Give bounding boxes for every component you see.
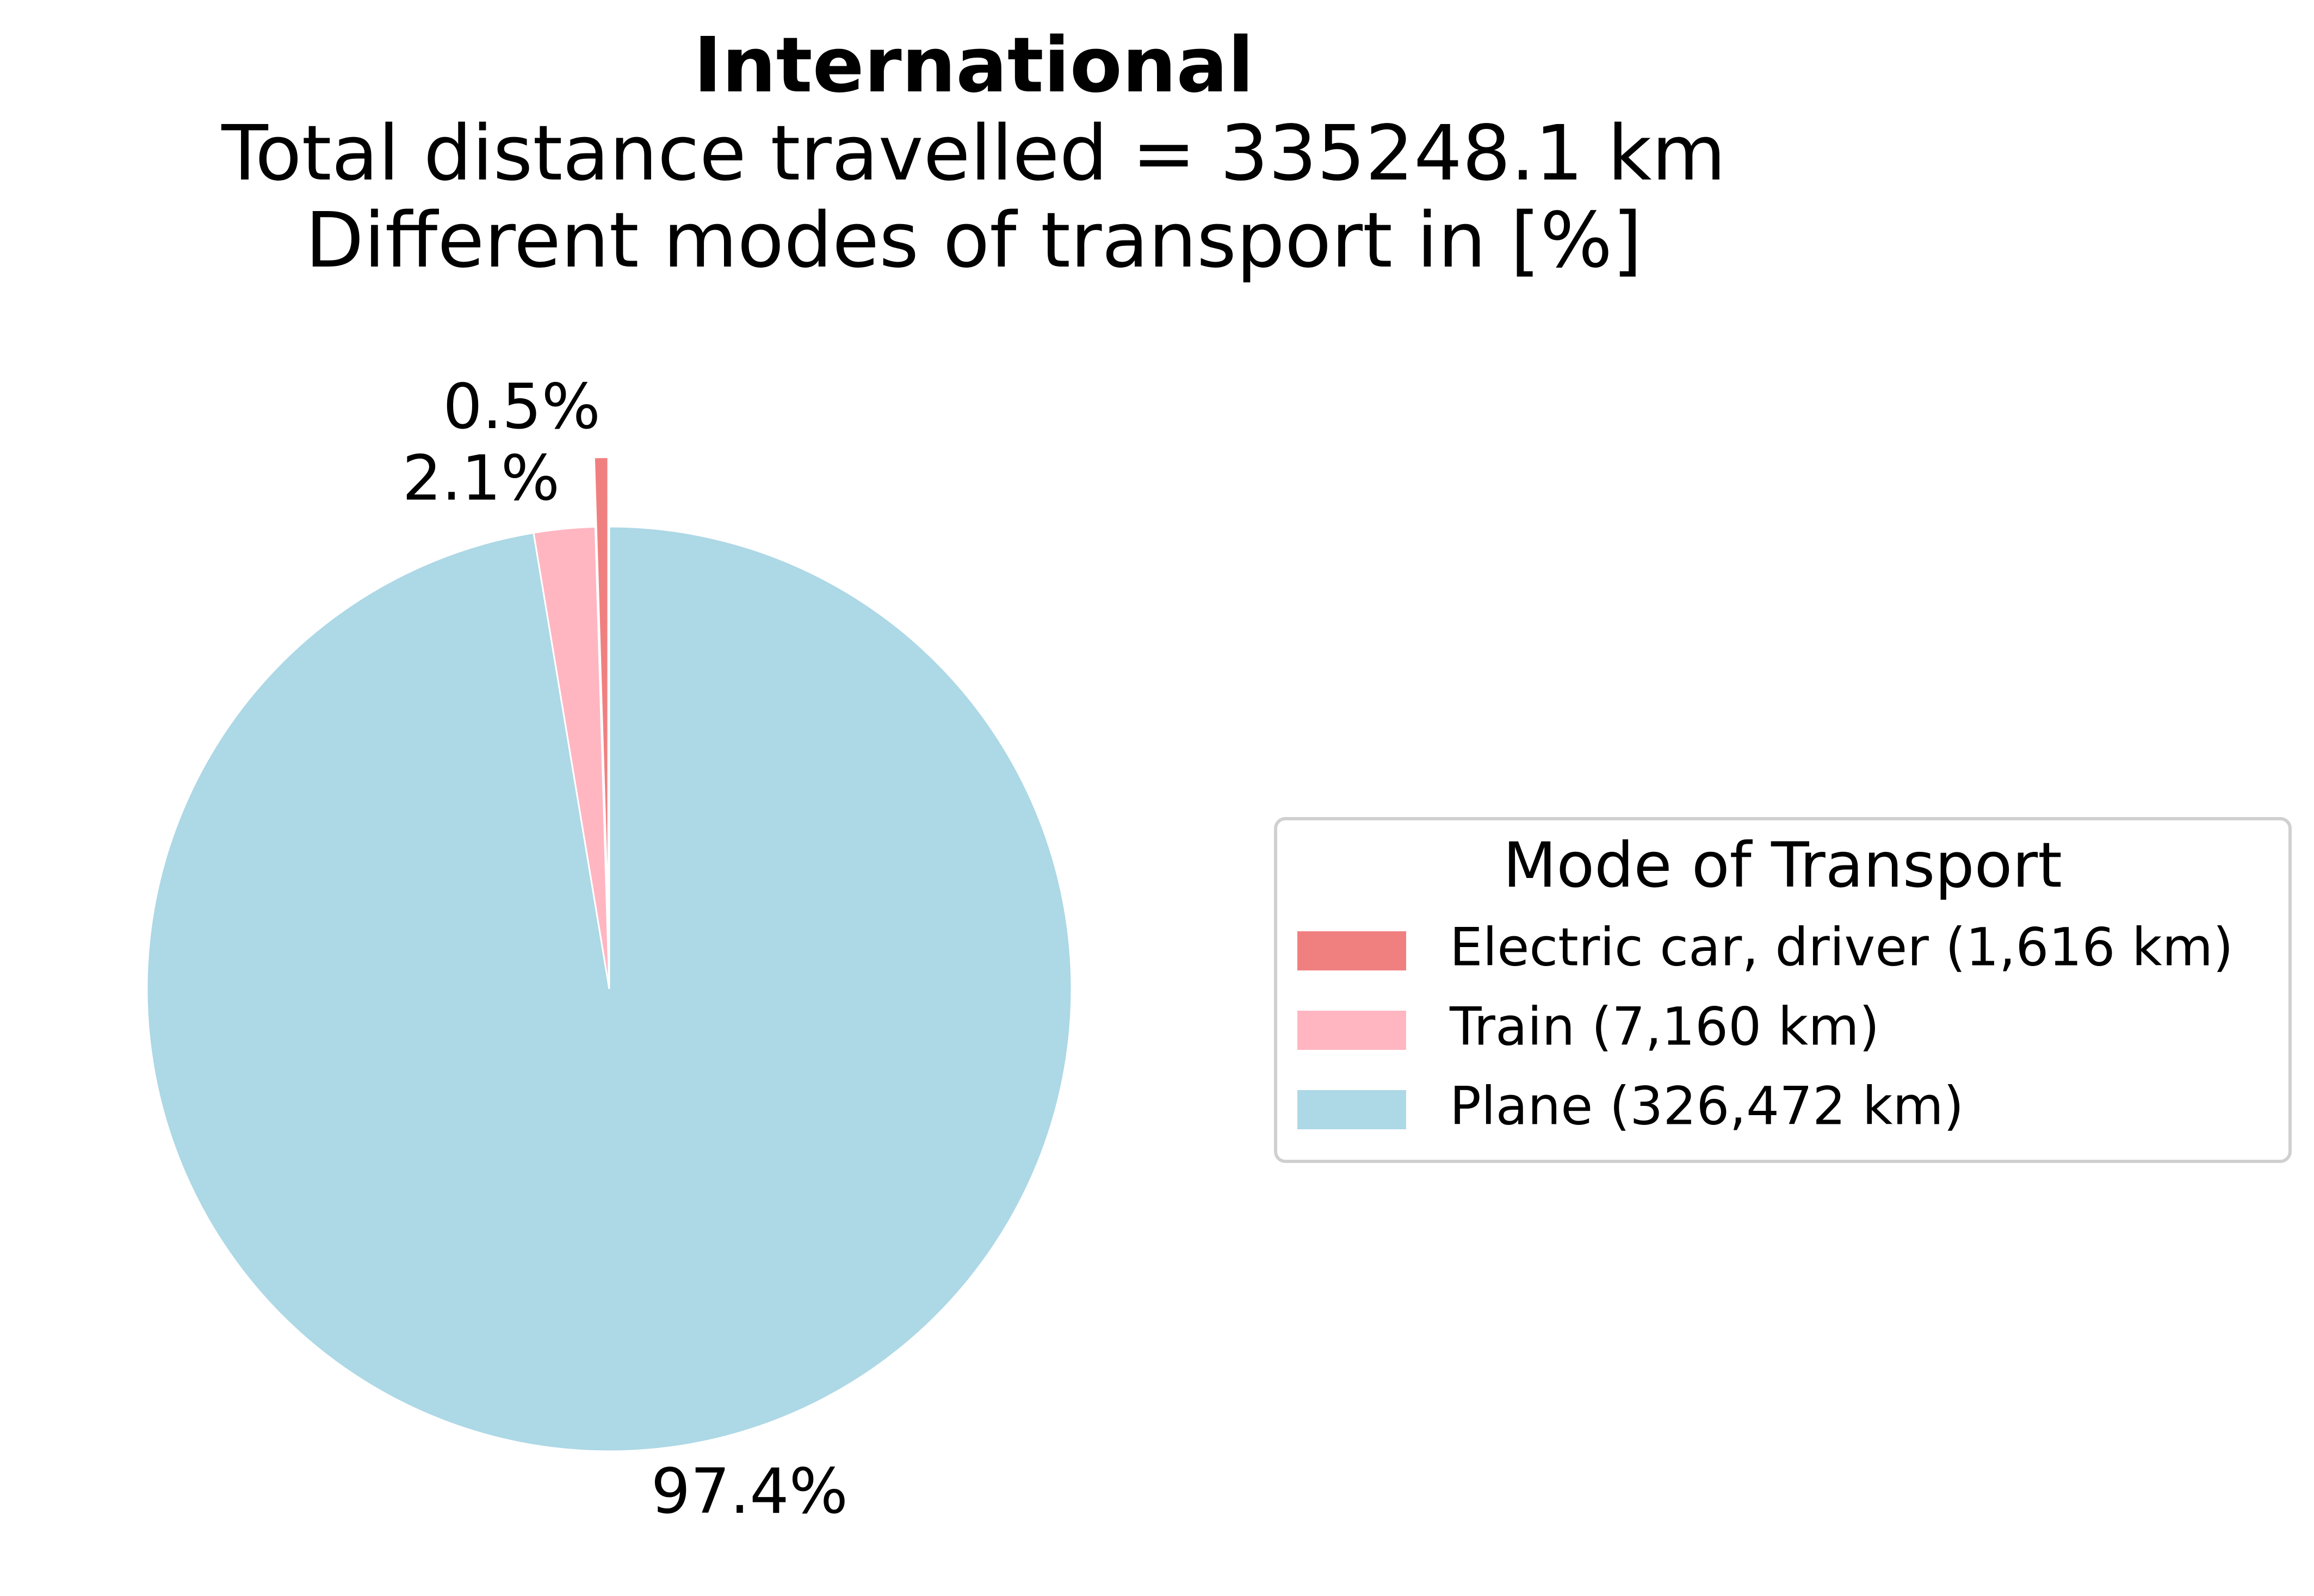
legend-label-train: Train (7,160 km) [1449, 996, 1879, 1057]
legend: Mode of Transport Electric car, driver (… [1274, 817, 2292, 1163]
pct-label-plane: 97.4% [651, 1455, 848, 1527]
legend-title: Mode of Transport [1503, 829, 2062, 901]
chart-title: International [694, 21, 1254, 110]
pct-label-electric-car-driver: 0.5% [443, 370, 601, 443]
legend-frame [1274, 817, 2292, 1163]
legend-items: Electric car, driver (1,616 km) Train (7,… [1297, 917, 2233, 1136]
legend-swatch-train [1297, 1011, 1406, 1050]
chart-subtitle-line-2: Different modes of transport in [%] [305, 196, 1642, 285]
legend-label-plane: Plane (326,472 km) [1450, 1075, 1964, 1136]
pie-slice-plane [146, 525, 1073, 1452]
legend-label-electric-car-driver: Electric car, driver (1,616 km) [1450, 917, 2233, 978]
pie-slice-electric-car-driver [593, 456, 609, 920]
legend-swatch-plane [1297, 1090, 1406, 1129]
chart-subtitle-line-1: Total distance travelled = 335248.1 km [221, 109, 1725, 198]
pie-slices [146, 456, 1073, 1452]
legend-swatch-electric-car-driver [1297, 931, 1406, 970]
pie-percentage-labels: 0.5%2.1% 97.4% [402, 370, 847, 1527]
pct-label-train: 2.1% [402, 442, 560, 515]
